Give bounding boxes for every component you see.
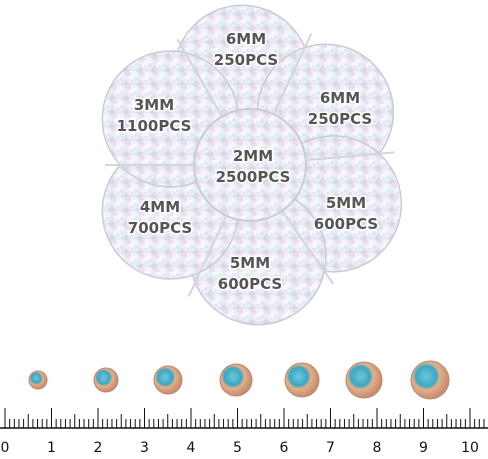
rhinestone bbox=[219, 363, 253, 397]
tray: 6MM 250PCS 6MM 250PCS 5MM 600PCS 5MM 600PCS 4MM 7… bbox=[101, 4, 403, 326]
rhinestone bbox=[93, 367, 119, 393]
compartment-size: 6MM bbox=[320, 89, 360, 107]
divider bbox=[304, 151, 395, 162]
ruler-label: 8 bbox=[373, 440, 382, 456]
rhinestone bbox=[410, 360, 450, 400]
ruler-label: 3 bbox=[140, 440, 149, 456]
compartment-size: 4MM bbox=[140, 198, 180, 216]
divider bbox=[176, 38, 224, 118]
rhinestone bbox=[284, 362, 320, 398]
ruler: 0 1 2 3 4 5 6 7 8 9 10 bbox=[0, 404, 488, 456]
stones bbox=[28, 360, 450, 400]
ruler-label: 7 bbox=[326, 440, 335, 456]
ruler-label: 2 bbox=[94, 440, 103, 456]
ruler-label: 10 bbox=[461, 440, 479, 456]
center-cell bbox=[193, 108, 307, 222]
rhinestone bbox=[345, 361, 383, 399]
divider bbox=[272, 33, 313, 116]
compartment-count: 600PCS bbox=[218, 275, 282, 293]
ruler-label: 5 bbox=[233, 440, 242, 456]
center-size: 2MM bbox=[233, 147, 273, 165]
compartment-count: 250PCS bbox=[214, 51, 278, 69]
compartment-size: 5MM bbox=[326, 194, 366, 212]
ruler-label: 9 bbox=[419, 440, 428, 456]
center-count: 2500PCS bbox=[216, 168, 291, 186]
compartment-count: 250PCS bbox=[308, 110, 372, 128]
compartment-size: 5MM bbox=[230, 254, 270, 272]
compartment-count: 1100PCS bbox=[117, 117, 192, 135]
ruler-label: 1 bbox=[47, 440, 56, 456]
compartment-size: 6MM bbox=[226, 30, 266, 48]
compartment-count: 700PCS bbox=[128, 219, 192, 237]
divider bbox=[280, 209, 334, 285]
ruler-body bbox=[0, 404, 488, 429]
ruler-label: 6 bbox=[280, 440, 289, 456]
compartment-count: 600PCS bbox=[314, 215, 378, 233]
rhinestone bbox=[153, 365, 183, 395]
divider bbox=[187, 214, 228, 297]
rhinestone bbox=[28, 370, 48, 390]
ruler-label: 0 bbox=[1, 440, 10, 456]
ruler-label: 4 bbox=[187, 440, 196, 456]
compartment-size: 3MM bbox=[134, 96, 174, 114]
